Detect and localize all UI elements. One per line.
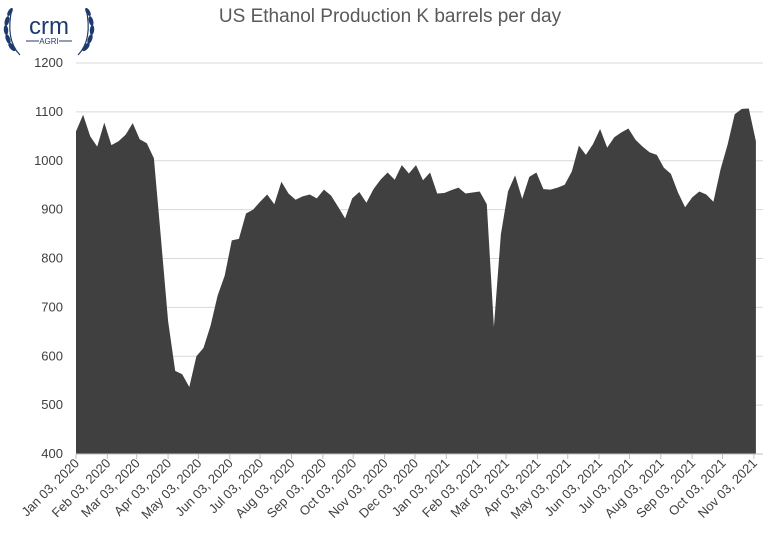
y-axis-ticks: 400 500 600 700 800 900 1000 1100 1200 [34, 55, 63, 461]
chart-title: US Ethanol Production K barrels per day [218, 6, 562, 27]
laurel-right-icon [77, 7, 95, 56]
y-tick-label: 1000 [34, 153, 63, 168]
y-tick-label: 600 [41, 348, 63, 363]
y-tick-label: 400 [41, 446, 63, 461]
y-tick-label: 800 [41, 251, 63, 266]
laurel-left-icon [3, 7, 21, 56]
logo-text: crm [29, 13, 69, 40]
crm-agri-logo: crm AGRI [3, 7, 95, 56]
y-tick-label: 1200 [34, 55, 63, 70]
y-tick-label: 1100 [35, 104, 63, 119]
series-area-path [76, 108, 756, 454]
logo-subtext: AGRI [39, 37, 59, 46]
y-tick-label: 900 [41, 202, 63, 217]
series-area [76, 108, 756, 454]
y-tick-label: 700 [41, 299, 63, 314]
y-tick-label: 500 [41, 397, 63, 412]
